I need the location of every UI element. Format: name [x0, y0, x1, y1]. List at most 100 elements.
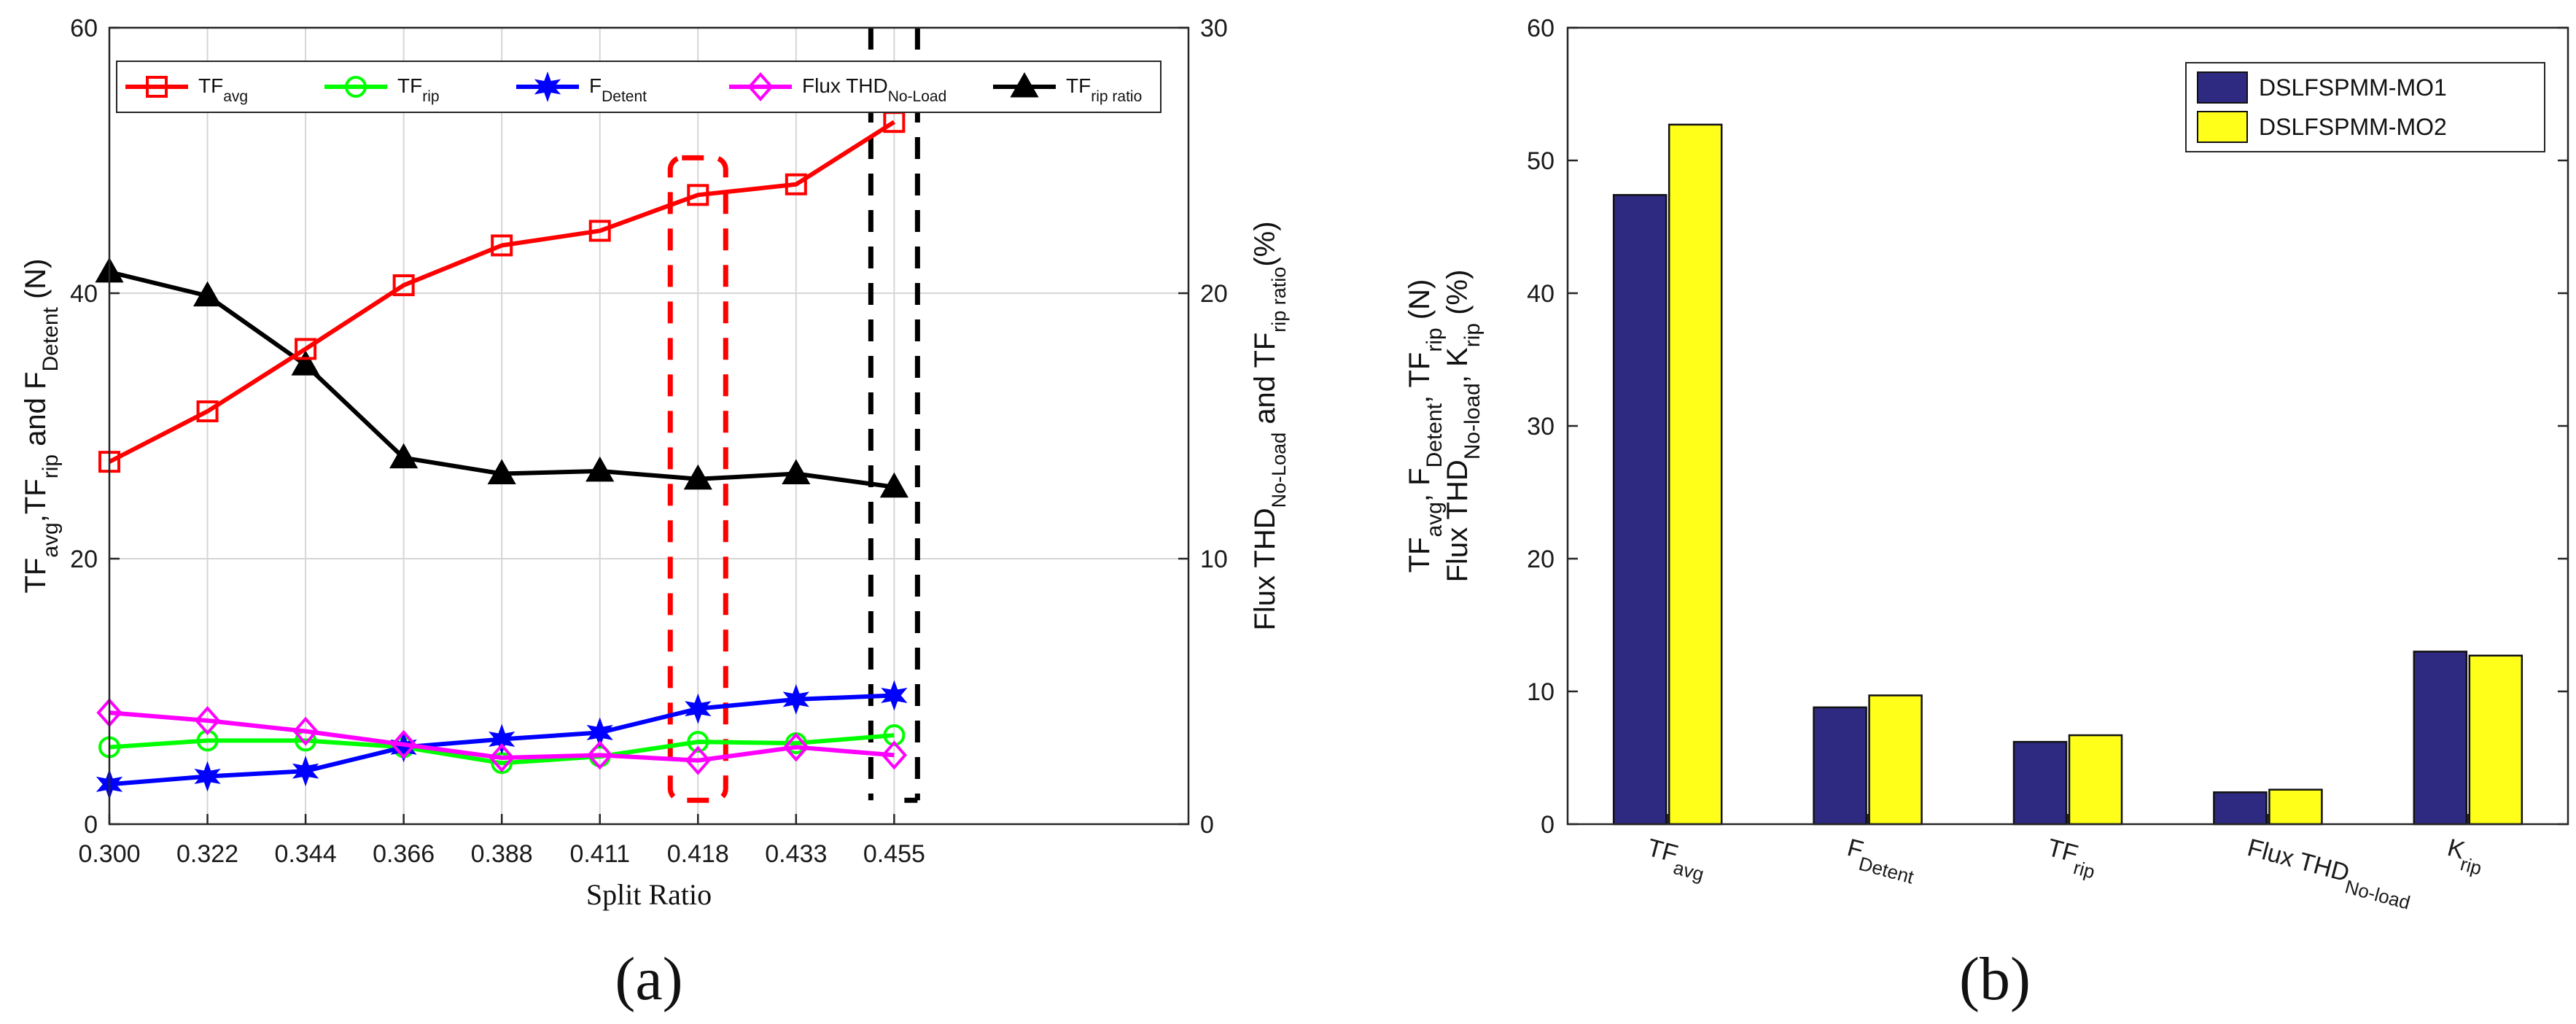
- chart-a-legend-item-tfripratio: TFrip ratio: [993, 71, 1142, 105]
- chart-b-bar-mo2: [2468, 654, 2524, 826]
- chart-a-point-tfripratio: [389, 443, 419, 469]
- chart-a-legend-item-fluxthd: Flux THDNo-Load: [729, 71, 946, 105]
- chart-a-legend-label: TFrip ratio: [1066, 74, 1142, 105]
- chart-a-legend-marker: [747, 71, 774, 102]
- panel-b-label: (b): [1959, 945, 2031, 1013]
- chart-b-xtick-label: TFrip: [2042, 834, 2101, 883]
- chart-a-point-tfavg: [687, 184, 709, 206]
- chart-a-legend-label: FDetent: [589, 74, 647, 105]
- chart-a-point-fluxthd: [587, 740, 613, 770]
- chart-b-legend-swatch: [2197, 71, 2248, 104]
- chart-a-point-fdetent: [194, 761, 221, 792]
- chart-a-ytick-label: 60: [70, 15, 98, 42]
- chart-b: 0 10 20 30 40 50 60 TFavg FDetent TFrip Flux THDN…: [1404, 15, 2569, 1013]
- chart-a-y-axis-label: TFavg,TFrip and FDetent (N): [20, 258, 63, 593]
- chart-a-point-tfripratio: [487, 459, 516, 485]
- chart-b-ytick-label: 20: [1527, 546, 1554, 573]
- chart-b-ytick-label: 40: [1527, 280, 1554, 308]
- chart-a-point-tfripratio: [782, 459, 811, 485]
- chart-a-legend-label: TFrip: [397, 74, 440, 105]
- chart-a-xtick-label: 0.322: [176, 840, 238, 868]
- chart-a-legend-marker: [345, 76, 367, 98]
- chart-a-xtick-label: 0.455: [863, 840, 925, 868]
- chart-a-point-fluxthd: [489, 742, 515, 773]
- chart-a-ytick-label: 40: [70, 280, 98, 308]
- chart-a-x-axis-label: Split Ratio: [586, 878, 712, 911]
- chart-a-point-fluxthd: [881, 740, 908, 770]
- chart-a-plot-frame: [108, 26, 1190, 826]
- chart-b-ytick-label: 50: [1527, 147, 1554, 175]
- chart-a-point-fdetent: [390, 732, 417, 763]
- chart-a-point-fdetent: [881, 680, 908, 711]
- chart-b-bar-mo2: [1668, 123, 1723, 826]
- chart-b-xtick: TFavg: [1642, 834, 1711, 885]
- chart-a-legend-marker: [534, 71, 561, 102]
- chart-a-highlight-box: [667, 155, 728, 803]
- chart-a-y2tick-label: 20: [1200, 280, 1228, 308]
- chart-a-point-tfavg: [588, 220, 611, 242]
- chart-a-point-tfripratio: [291, 350, 320, 376]
- chart-a-xtick-label: 0.366: [373, 840, 435, 868]
- chart-a-point-fluxthd: [783, 732, 809, 762]
- chart-a-point-fdetent: [586, 717, 613, 748]
- chart-b-xtick-label: Flux THDNo-load: [2242, 834, 2416, 914]
- chart-a-point-tfavg: [491, 234, 513, 257]
- chart-a-legend-label: Flux THDNo-Load: [802, 74, 946, 105]
- chart-b-xtick-label: TFavg: [1642, 834, 1711, 885]
- chart-b-ytick-label: 10: [1527, 678, 1554, 706]
- panel-a-label: (a): [615, 945, 682, 1013]
- chart-a-point-tfavg: [785, 173, 807, 195]
- chart-a-line-fluxthd: [109, 710, 895, 763]
- chart-a-y2tick-label: 10: [1200, 546, 1228, 573]
- chart-a-point-fluxthd: [685, 745, 711, 775]
- chart-b-ytick-label: 60: [1527, 15, 1554, 42]
- chart-b-ytick-label: 0: [1541, 811, 1554, 839]
- chart-a-legend-item-fdetent: FDetent: [516, 71, 647, 105]
- chart-b-bar-mo1: [1612, 194, 1668, 826]
- chart-a-xtick-label: 0.418: [667, 840, 729, 868]
- chart-a-point-fdetent: [489, 724, 515, 755]
- chart-a-legend-item-tfrip: TFrip: [324, 74, 440, 105]
- chart-b-legend-label: DSLFSPMM-MO2: [2259, 114, 2447, 140]
- chart-a-point-tfrip: [687, 731, 709, 753]
- chart-b-y-axis-label-line2: Flux THDNo-load, Krip (%): [1441, 270, 1484, 583]
- chart-a-point-tfavg: [295, 338, 317, 360]
- chart-a-point-tfripratio: [192, 281, 222, 307]
- chart-a-point-fluxthd: [292, 716, 319, 746]
- chart-a-y2tick-label: 0: [1200, 811, 1214, 839]
- chart-a-xtick-label: 0.411: [569, 840, 630, 868]
- chart-a-legend-box: [116, 61, 1161, 113]
- chart-a-y2-axis-label: Flux THDNo-Load and TFrip ratio(%): [1249, 221, 1290, 630]
- chart-a-line-tfrip: [109, 733, 895, 766]
- chart-b-xtick-label: FDetent: [1842, 834, 1921, 888]
- chart-b-ytick-label: 30: [1527, 413, 1554, 441]
- chart-a-point-tfripratio: [879, 472, 908, 498]
- chart-a-point-fdetent: [685, 693, 712, 724]
- chart-a-point-tfripratio: [683, 464, 712, 490]
- chart-b-bar-mo2: [2268, 788, 2323, 826]
- chart-a-legend-marker: [146, 76, 168, 98]
- chart-a-legend-marker: [1010, 71, 1039, 98]
- chart-b-xtick: TFrip: [2042, 834, 2101, 883]
- chart-b-legend-swatch: [2197, 111, 2248, 143]
- chart-a-xtick-label: 0.300: [78, 840, 140, 868]
- chart-a-xtick-label: 0.344: [275, 840, 337, 868]
- chart-b-xtick: FDetent: [1842, 834, 1921, 888]
- chart-a-legend: TFavg TFrip FDetent Flux THDNo-Load TFrip ra…: [116, 61, 1161, 113]
- chart-a-y2tick-label: 30: [1200, 15, 1228, 42]
- chart-b-y-axis-label-line1: TFavg, FDetent, TFrip (N): [1404, 279, 1447, 573]
- chart-a-point-fluxthd: [194, 706, 221, 736]
- chart-a-point-fdetent: [782, 683, 809, 715]
- chart-b-legend: DSLFSPMM-MO1 DSLFSPMM-MO2: [2185, 62, 2545, 152]
- chart-a: 0 20 40 60 0 10 20 30 0.300 0.322 0.344 0.366 0.38…: [20, 15, 1290, 1013]
- chart-a-xtick-label: 0.433: [765, 840, 827, 868]
- chart-b-bar-mo1: [1813, 706, 1867, 826]
- chart-b-legend-label: DSLFSPMM-MO1: [2259, 74, 2447, 101]
- chart-b-bar-mo1: [2012, 740, 2068, 826]
- chart-a-point-tfripratio: [585, 456, 615, 482]
- chart-a-ytick-label: 0: [84, 811, 98, 839]
- chart-b-xtick: Flux THDNo-load: [2242, 834, 2416, 914]
- chart-a-point-tfavg: [196, 400, 219, 422]
- chart-b-xtick-label: Krip: [2442, 834, 2488, 880]
